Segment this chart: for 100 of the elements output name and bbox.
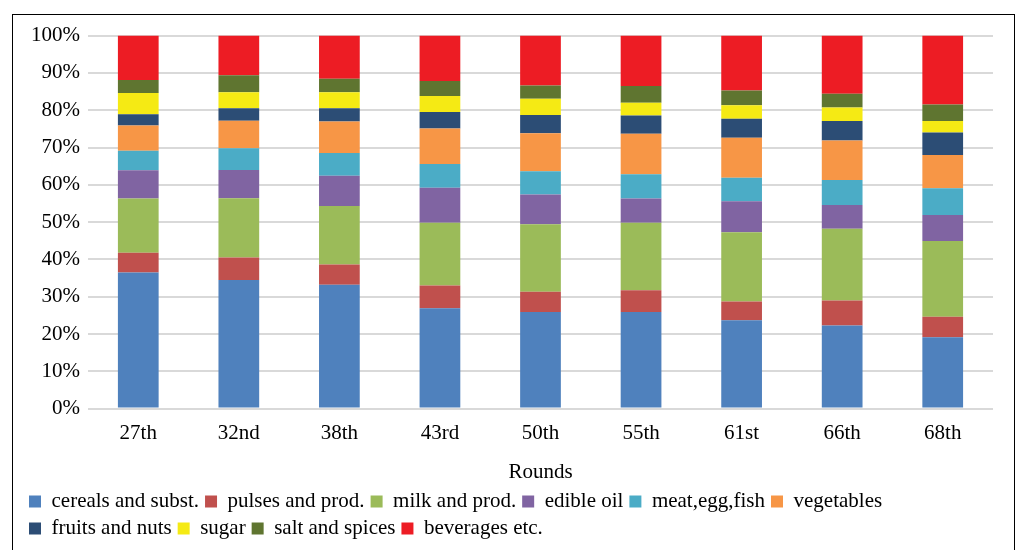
x-axis-title: Rounds <box>508 458 573 483</box>
bar <box>218 35 260 76</box>
bar <box>520 224 561 292</box>
x-tick-label: 66th <box>823 419 862 444</box>
bar <box>419 285 461 309</box>
bar <box>218 169 260 199</box>
bar <box>520 171 561 195</box>
y-tick-label: 0% <box>51 395 80 420</box>
bar <box>117 170 159 199</box>
bar <box>821 107 863 122</box>
bar <box>218 120 260 149</box>
bar <box>117 114 159 126</box>
y-tick-label: 40% <box>41 245 80 270</box>
bar <box>419 35 461 82</box>
bar <box>821 35 863 94</box>
bar <box>821 93 863 108</box>
bar <box>821 228 863 301</box>
x-tick-label: 27th <box>119 419 158 444</box>
bar <box>117 125 159 151</box>
y-tick-label: 60% <box>41 171 80 196</box>
bar <box>218 108 260 121</box>
bar <box>721 137 762 178</box>
y-tick-label: 70% <box>41 134 80 159</box>
bar <box>117 79 159 94</box>
bar <box>520 194 561 225</box>
bar <box>721 35 762 91</box>
bar <box>922 241 964 317</box>
bar <box>721 320 762 408</box>
bar <box>117 93 159 115</box>
legend-label: sugar <box>200 515 246 540</box>
y-tick-label: 100% <box>30 22 80 47</box>
bar <box>620 222 662 291</box>
bar <box>419 222 461 286</box>
bar <box>721 232 762 302</box>
legend-label: pulses and prod. <box>227 488 365 513</box>
bar <box>620 133 662 175</box>
bar <box>620 290 662 312</box>
x-tick-label: 32nd <box>217 419 261 444</box>
bar <box>821 121 863 141</box>
bar <box>419 112 461 129</box>
bar <box>319 153 360 176</box>
bar <box>117 252 159 273</box>
bar <box>520 291 561 312</box>
bar <box>620 35 662 86</box>
bar <box>319 206 360 265</box>
bar <box>620 311 662 408</box>
x-tick-label: 61st <box>724 419 760 444</box>
bar <box>721 90 762 106</box>
x-tick-label: 68th <box>924 419 962 444</box>
legend-label: fruits and nuts <box>51 515 172 540</box>
x-tick-label: 43rd <box>420 419 460 444</box>
bar <box>419 81 461 97</box>
x-tick-label: 38th <box>320 419 359 444</box>
bar <box>117 35 159 80</box>
bar <box>419 187 461 223</box>
bar <box>419 163 461 188</box>
bar <box>922 154 964 189</box>
y-tick-label: 20% <box>41 320 80 345</box>
y-tick-label: 80% <box>41 96 80 121</box>
bar <box>721 118 762 138</box>
legend-label: vegetables <box>793 488 883 513</box>
y-tick-label: 10% <box>41 357 80 382</box>
y-tick-label: 30% <box>41 283 80 308</box>
bar <box>117 198 159 253</box>
bar <box>117 272 159 408</box>
bar <box>218 148 260 170</box>
legend-label: beverages etc. <box>423 515 543 540</box>
bar <box>922 104 964 122</box>
bar <box>821 300 863 326</box>
bar <box>218 75 260 93</box>
bar <box>319 108 360 122</box>
bar <box>721 201 762 233</box>
bar <box>520 115 561 134</box>
legend-label: salt and spices <box>274 515 396 540</box>
bar <box>319 264 360 285</box>
bar <box>117 150 159 171</box>
legend-label: meat,egg,fish <box>651 488 766 513</box>
bar <box>922 316 964 338</box>
bar <box>922 215 964 242</box>
bar <box>821 179 863 205</box>
legend-label: milk and prod. <box>393 488 517 513</box>
bar <box>821 140 863 180</box>
bar <box>922 188 964 216</box>
bar <box>620 102 662 116</box>
bar <box>620 115 662 134</box>
bar <box>419 128 461 164</box>
legend-label: cereals and subst. <box>51 488 200 513</box>
bar <box>319 121 360 154</box>
bar <box>218 257 260 280</box>
bar <box>419 96 461 113</box>
bar <box>821 204 863 229</box>
bar <box>520 133 561 172</box>
bar <box>721 301 762 321</box>
bar <box>319 78 360 93</box>
bar <box>721 177 762 202</box>
bar <box>721 105 762 119</box>
bar <box>218 92 260 109</box>
bar <box>520 311 561 408</box>
y-tick-label: 90% <box>41 59 80 84</box>
bar <box>218 198 260 258</box>
